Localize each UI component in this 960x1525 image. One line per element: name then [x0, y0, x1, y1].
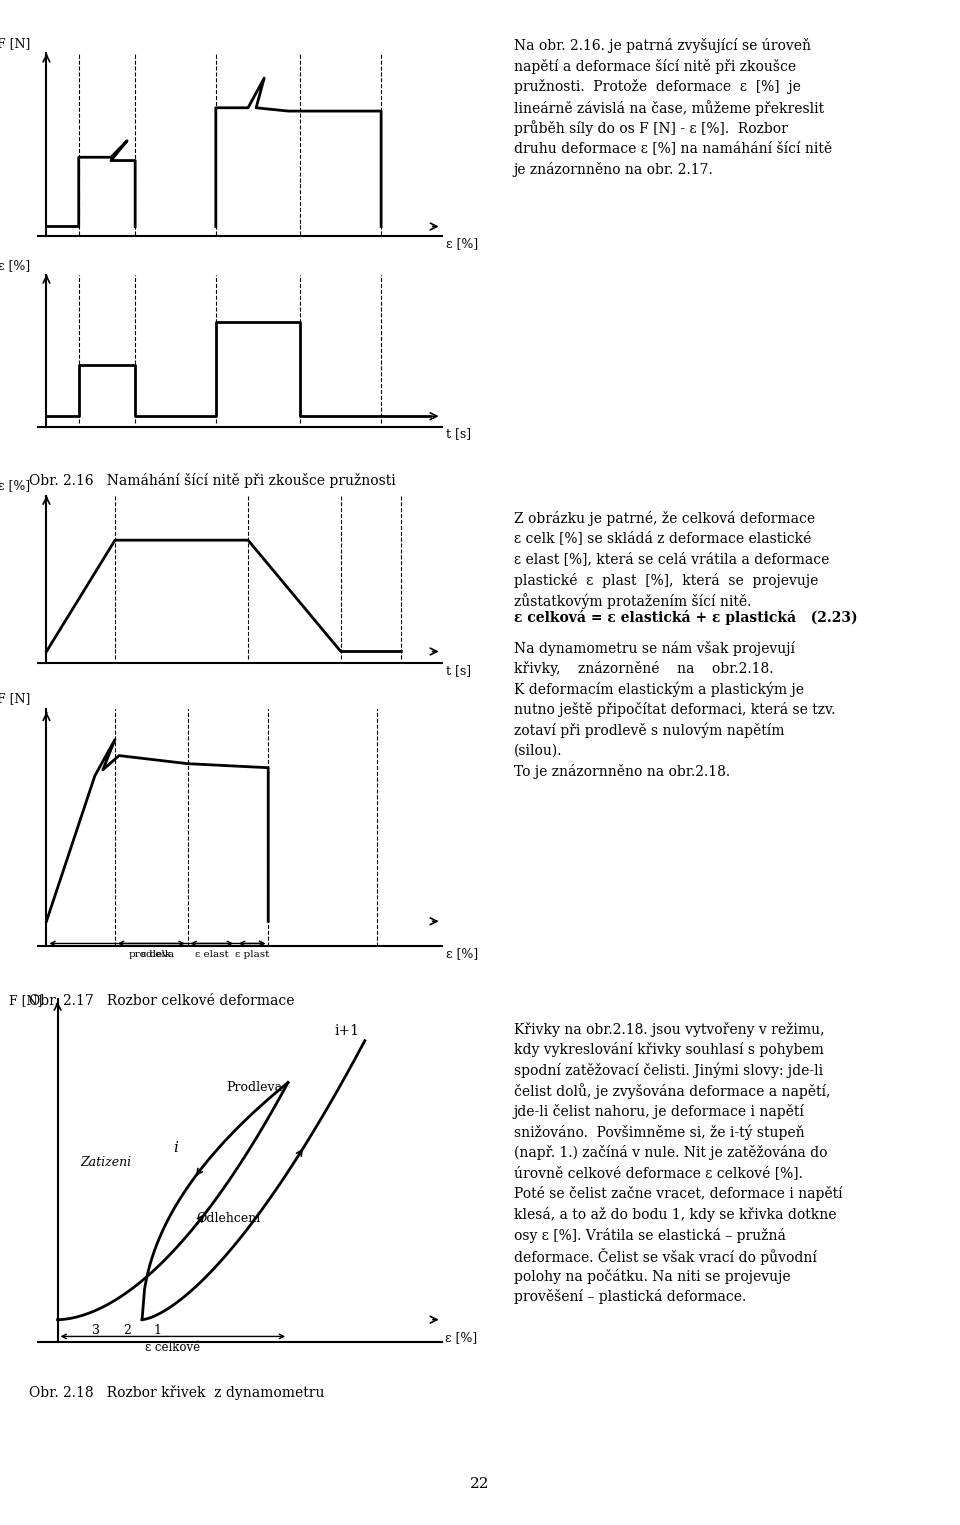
Text: ε [%]: ε [%]: [445, 1331, 478, 1344]
Text: ε celkové: ε celkové: [145, 1340, 201, 1354]
Text: snižováno.  Povšimněme si, že i-tý stupeň: snižováno. Povšimněme si, že i-tý stupeň: [514, 1125, 804, 1141]
Text: (např. 1.) začíná v nule. Nit je zatěžována do: (např. 1.) začíná v nule. Nit je zatěžov…: [514, 1145, 828, 1161]
Text: Zatizeni: Zatizeni: [81, 1156, 132, 1170]
Text: t [s]: t [s]: [445, 427, 470, 441]
Text: kdy vykreslování křivky souhlasí s pohybem: kdy vykreslování křivky souhlasí s pohyb…: [514, 1043, 824, 1057]
Text: zotaví při prodlevě s nulovým napětím: zotaví při prodlevě s nulovým napětím: [514, 723, 784, 738]
Text: F [N]: F [N]: [0, 692, 31, 705]
Text: ε [%]: ε [%]: [0, 259, 31, 271]
Text: napětí a deformace šící nitě při zkoušce: napětí a deformace šící nitě při zkoušce: [514, 58, 796, 73]
Text: druhu deformace ε [%] na namáhání šící nitě: druhu deformace ε [%] na namáhání šící n…: [514, 142, 831, 156]
Text: Obr. 2.18   Rozbor křivek  z dynamometru: Obr. 2.18 Rozbor křivek z dynamometru: [29, 1385, 324, 1400]
Text: nutno ještě připočítat deformaci, která se tzv.: nutno ještě připočítat deformaci, která …: [514, 702, 835, 717]
Text: čelist dolů, je zvyšována deformace a napětí,: čelist dolů, je zvyšována deformace a na…: [514, 1083, 830, 1100]
Text: 2: 2: [123, 1324, 131, 1336]
Text: osy ε [%]. Vrátila se elastická – pružná: osy ε [%]. Vrátila se elastická – pružná: [514, 1228, 785, 1243]
Text: křivky,    znázorněné    na    obr.2.18.: křivky, znázorněné na obr.2.18.: [514, 662, 773, 676]
Text: lineárně závislá na čase, můžeme překreslit: lineárně závislá na čase, můžeme překres…: [514, 101, 824, 116]
Text: zůstatkovým protažením šící nitě.: zůstatkovým protažením šící nitě.: [514, 593, 751, 608]
Text: pružnosti.  Protože  deformace  ε  [%]  je: pružnosti. Protože deformace ε [%] je: [514, 79, 801, 95]
Text: ε [%]: ε [%]: [445, 236, 478, 250]
Text: i+1: i+1: [334, 1025, 359, 1039]
Text: Poté se čelist začne vracet, deformace i napětí: Poté se čelist začne vracet, deformace i…: [514, 1186, 842, 1202]
Text: deformace. Čelist se však vrací do původní: deformace. Čelist se však vrací do původ…: [514, 1247, 816, 1266]
Text: Odlehceni: Odlehceni: [196, 1212, 260, 1225]
Text: je znázornněno na obr. 2.17.: je znázornněno na obr. 2.17.: [514, 162, 713, 177]
Text: ε [%]: ε [%]: [445, 947, 478, 959]
Text: klesá, a to až do bodu 1, kdy se křivka dotkne: klesá, a to až do bodu 1, kdy se křivka …: [514, 1208, 836, 1222]
Text: Na dynamometru se nám však projevují: Na dynamometru se nám však projevují: [514, 640, 795, 656]
Text: Křivky na obr.2.18. jsou vytvořeny v režimu,: Křivky na obr.2.18. jsou vytvořeny v rež…: [514, 1022, 824, 1037]
Text: t [s]: t [s]: [445, 663, 470, 677]
Text: 3: 3: [92, 1324, 100, 1336]
Text: plastické  ε  plast  [%],  která  se  projevuje: plastické ε plast [%], která se projevuj…: [514, 572, 818, 587]
Text: ε celk.: ε celk.: [141, 950, 174, 959]
Text: ε elast: ε elast: [195, 950, 228, 959]
Text: jde-li čelist nahoru, je deformace i napětí: jde-li čelist nahoru, je deformace i nap…: [514, 1104, 804, 1119]
Text: F [N]: F [N]: [0, 37, 31, 50]
Text: (silou).: (silou).: [514, 744, 563, 758]
Text: i: i: [173, 1141, 178, 1156]
Text: ε elast [%], která se celá vrátila a deformace: ε elast [%], která se celá vrátila a def…: [514, 552, 829, 566]
Text: ε celková = ε elastická + ε plastická   (2.23): ε celková = ε elastická + ε plastická (2…: [514, 610, 857, 625]
Text: Obr. 2.16   Namáhání šící nitě při zkoušce pružnosti: Obr. 2.16 Namáhání šící nitě při zkoušce…: [29, 473, 396, 488]
Text: polohy na počátku. Na niti se projevuje: polohy na počátku. Na niti se projevuje: [514, 1269, 790, 1284]
Text: Z obrázku je patrné, že celková deformace: Z obrázku je patrné, že celková deformac…: [514, 511, 815, 526]
Text: 22: 22: [470, 1478, 490, 1491]
Text: To je znázornněno na obr.2.18.: To je znázornněno na obr.2.18.: [514, 764, 730, 779]
Text: Prodleva: Prodleva: [227, 1081, 282, 1093]
Text: Na obr. 2.16. je patrná zvyšující se úroveň: Na obr. 2.16. je patrná zvyšující se úro…: [514, 38, 810, 53]
Text: prodleva: prodleva: [129, 950, 175, 959]
Text: K deformacím elastickým a plastickým je: K deformacím elastickým a plastickým je: [514, 682, 804, 697]
Text: F [N]: F [N]: [9, 994, 42, 1007]
Text: ε [%]: ε [%]: [0, 479, 31, 493]
Text: ε celk [%] se skládá z deformace elastické: ε celk [%] se skládá z deformace elastic…: [514, 531, 811, 546]
Text: spodní zatěžovací čelisti. Jinými slovy: jde-li: spodní zatěžovací čelisti. Jinými slovy:…: [514, 1063, 823, 1078]
Text: průběh síly do os F [N] - ε [%].  Rozbor: průběh síly do os F [N] - ε [%]. Rozbor: [514, 120, 787, 136]
Text: 1: 1: [154, 1324, 161, 1336]
Text: úrovně celkové deformace ε celkové [%].: úrovně celkové deformace ε celkové [%].: [514, 1165, 803, 1180]
Text: ε plast: ε plast: [235, 950, 270, 959]
Text: Obr. 2.17   Rozbor celkové deformace: Obr. 2.17 Rozbor celkové deformace: [29, 994, 295, 1008]
Text: prověšení – plastická deformace.: prověšení – plastická deformace.: [514, 1289, 746, 1304]
